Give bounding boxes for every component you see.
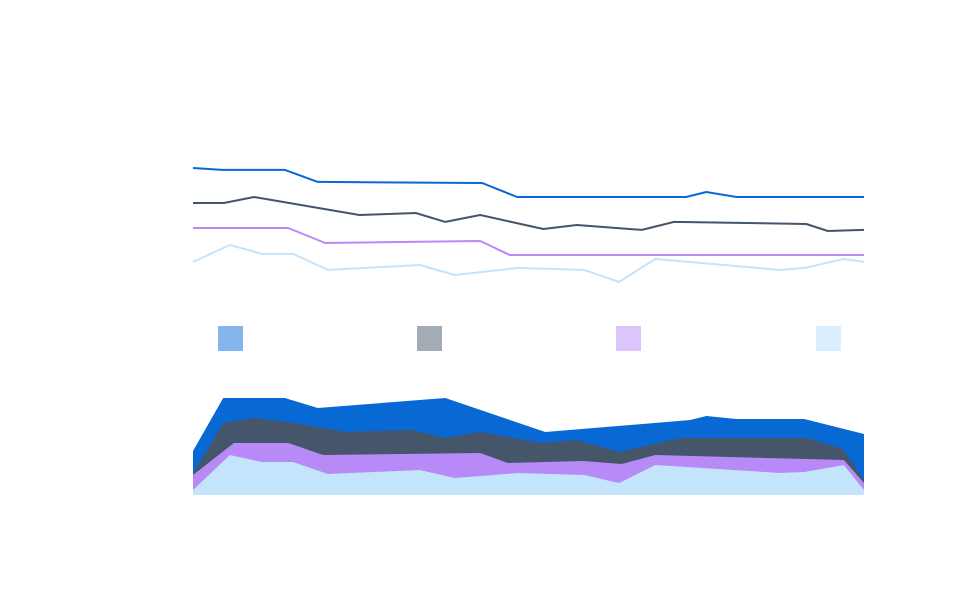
- legend-swatch-1[interactable]: [417, 326, 442, 351]
- legend-swatch-0[interactable]: [218, 326, 243, 351]
- line-series-0: [192, 167, 864, 198]
- area-layer-0: [193, 455, 864, 495]
- line-series-1: [193, 196, 865, 232]
- line-series-3: [192, 244, 865, 283]
- legend-swatch-2[interactable]: [616, 326, 641, 351]
- line-chart: [192, 167, 865, 283]
- legend-swatch-3[interactable]: [816, 326, 841, 351]
- stacked-area-chart: [193, 398, 864, 495]
- line-series-2: [193, 227, 864, 256]
- legend: [218, 326, 841, 351]
